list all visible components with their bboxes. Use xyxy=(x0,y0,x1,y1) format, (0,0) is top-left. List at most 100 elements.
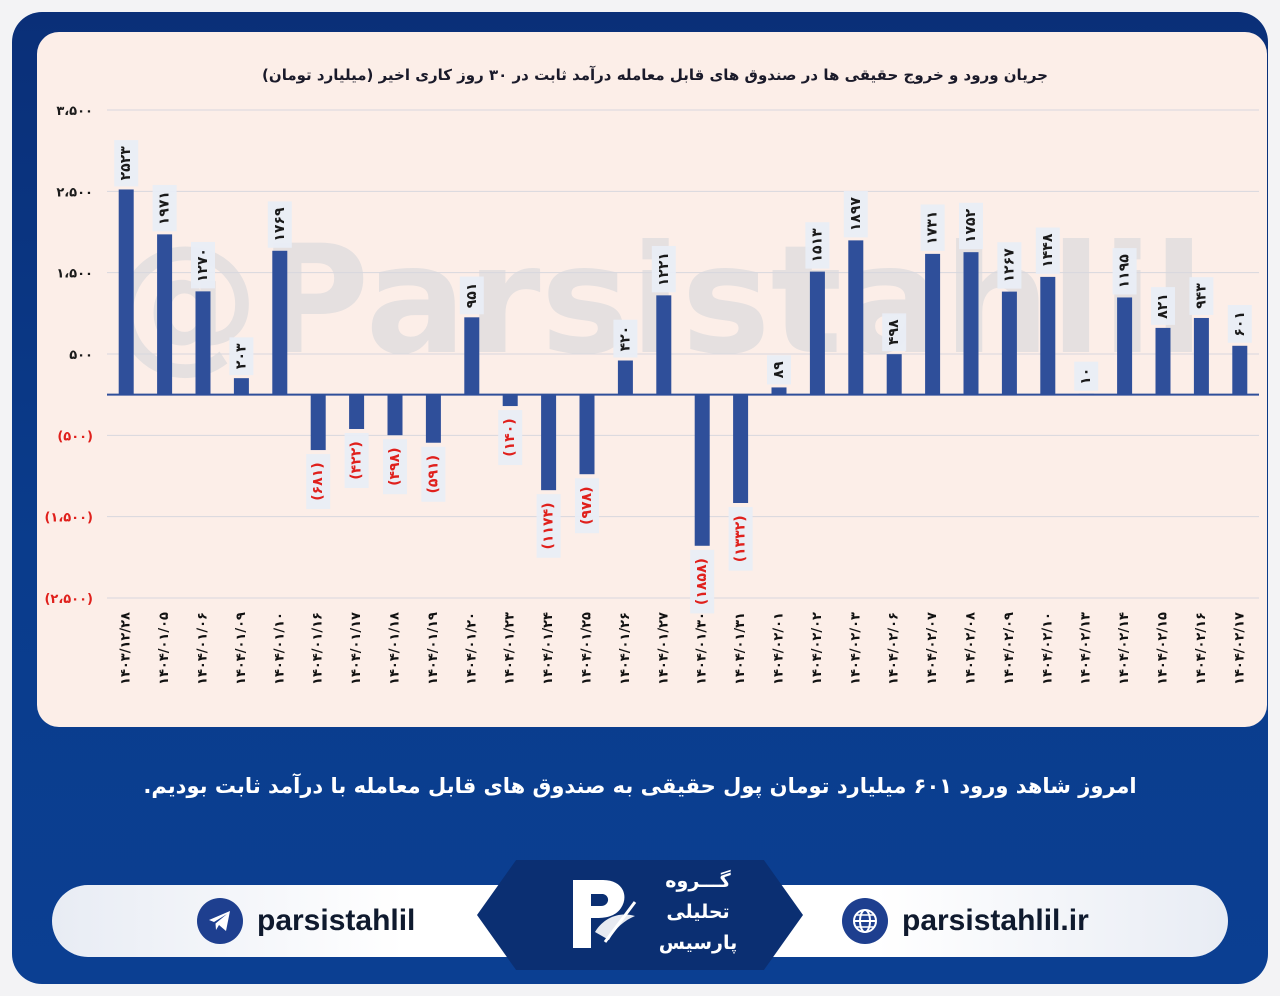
data-label: ۱۱۹۵ xyxy=(1112,248,1137,295)
data-label-box xyxy=(498,410,523,466)
caption-text: امروز شاهد ورود ۶۰۱ میلیارد تومان پول حق… xyxy=(143,774,1137,798)
y-tick-label: (۱،۵۰۰) xyxy=(44,511,93,526)
data-label-text: ۱۲۲۱ xyxy=(656,252,672,286)
data-label-text: ۱۵۱۳ xyxy=(809,228,825,263)
data-label-box xyxy=(191,241,215,289)
data-label-text: (۴۹۸) xyxy=(387,447,403,485)
telegram-link[interactable]: parsistahlil xyxy=(197,897,415,945)
data-label: (۱۴۰) xyxy=(498,410,523,466)
bar xyxy=(1040,276,1056,395)
x-tick-label: ۱۴۰۴/۰۱/۳۰ xyxy=(695,612,710,685)
x-tick-label: ۱۴۰۴/۰۲/۰۷ xyxy=(925,612,940,685)
bar xyxy=(425,394,441,443)
bar xyxy=(656,295,672,395)
bar xyxy=(387,394,403,436)
data-label-text: (۹۷۸) xyxy=(579,486,595,524)
data-label: (۹۷۸) xyxy=(575,478,599,534)
x-tick-label: ۱۴۰۴/۰۱/۱۹ xyxy=(426,612,441,685)
bar xyxy=(1001,291,1017,395)
data-label: ۱۲۷۰ xyxy=(191,241,215,289)
data-label-text: ۱۰ xyxy=(1078,368,1094,385)
x-tick-label: ۱۴۰۴/۰۱/۱۷ xyxy=(349,612,364,685)
bar xyxy=(233,378,249,395)
x-tick-label: ۱۴۰۴/۰۱/۲۰ xyxy=(464,612,479,685)
data-label-box xyxy=(1151,287,1175,325)
data-label-box xyxy=(920,204,945,251)
data-label-text: (۱۸۵۸) xyxy=(694,558,710,605)
bar xyxy=(157,234,173,395)
telegram-handle: parsistahlil xyxy=(257,904,416,937)
data-label-text: ۴۹۸ xyxy=(886,319,902,345)
telegram-icon xyxy=(197,898,243,944)
bar xyxy=(1155,327,1171,395)
bar xyxy=(1117,297,1133,395)
data-label: ۴۹۸ xyxy=(882,313,907,352)
data-label-box xyxy=(690,549,715,614)
x-tick-label: ۱۴۰۴/۰۱/۱۸ xyxy=(388,612,403,685)
bar xyxy=(118,189,134,395)
data-label-text: ۱۹۷۱ xyxy=(157,191,173,225)
y-tick-label: ۱،۵۰۰ xyxy=(56,267,93,282)
bar xyxy=(694,394,710,546)
data-label-text: ۱۷۳۱ xyxy=(925,211,941,245)
globe-icon xyxy=(842,898,888,944)
x-tick-label: ۱۴۰۴/۰۱/۲۶ xyxy=(618,612,633,685)
data-label: ۲۵۲۳ xyxy=(114,140,139,187)
x-tick-label: ۱۴۰۴/۰۲/۰۸ xyxy=(964,612,979,685)
chart-title: جریان ورود و خروج حقیقی ها در صندوق های … xyxy=(262,66,1048,84)
data-label: (۱۱۷۴) xyxy=(536,494,561,558)
data-label-text: ۹۴۳ xyxy=(1193,283,1209,309)
bar xyxy=(464,317,480,395)
data-label-box xyxy=(997,242,1022,289)
data-label-text: ۲۰۳ xyxy=(233,343,249,369)
bar xyxy=(617,360,633,395)
data-label-box xyxy=(306,454,331,510)
data-label-text: ۱۷۶۹ xyxy=(272,207,288,242)
data-label: ۱۴۴۸ xyxy=(1035,227,1060,274)
data-label-text: ۸۹ xyxy=(771,361,787,379)
data-label-text: ۱۲۶۷ xyxy=(1001,248,1017,283)
bar xyxy=(1232,345,1248,395)
data-label-box xyxy=(383,439,407,495)
data-label-text: (۴۲۲) xyxy=(349,441,365,479)
data-label: ۹۴۳ xyxy=(1189,277,1214,315)
data-label: ۱۷۶۹ xyxy=(267,201,292,248)
data-label-text: ۱۱۹۵ xyxy=(1117,254,1133,289)
y-tick-label: (۲،۵۰۰) xyxy=(44,592,93,607)
data-label-box xyxy=(882,313,907,352)
data-label-text: (۱۱۷۴) xyxy=(541,502,557,549)
bar xyxy=(349,394,365,429)
data-label-text: ۹۵۱ xyxy=(464,283,480,309)
bar xyxy=(310,394,326,451)
data-label: ۱۲۶۷ xyxy=(997,242,1022,289)
x-tick-label: ۱۴۰۴/۰۲/۱۴ xyxy=(1117,612,1132,685)
website-link[interactable]: parsistahlil.ir xyxy=(842,897,1089,945)
bar xyxy=(272,250,288,395)
x-tick-label: ۱۴۰۴/۰۱/۰۹ xyxy=(234,612,249,685)
data-label-text: (۱۴۰) xyxy=(502,418,518,456)
x-tick-label: ۱۴۰۴/۰۲/۱۰ xyxy=(1040,612,1055,685)
data-label-box xyxy=(1035,227,1060,274)
bar xyxy=(771,387,787,395)
bar xyxy=(195,291,211,395)
data-label-box xyxy=(805,222,830,269)
data-label-box xyxy=(421,446,446,502)
data-label: ۱۸۹۷ xyxy=(843,190,868,238)
website-url: parsistahlil.ir xyxy=(902,904,1089,937)
bar xyxy=(848,240,864,395)
data-label: ۹۵۱ xyxy=(459,276,484,315)
data-label-box xyxy=(344,432,369,488)
data-label: (۴۹۸) xyxy=(383,439,407,495)
data-label: (۵۹۱) xyxy=(421,446,446,502)
data-label: ۲۰۳ xyxy=(229,337,254,376)
bar xyxy=(886,354,902,395)
logo-line-2: تحلیلی xyxy=(666,901,730,923)
bar-chart: @Parsistahlil ۲۵۲۳۱۹۷۱۱۲۷۰۲۰۳۱۷۶۹(۶۸۱)(۴… xyxy=(44,66,1259,685)
data-label-text: ۱۴۴۸ xyxy=(1040,233,1056,268)
bar xyxy=(1078,393,1094,396)
x-tick-label: ۱۴۰۴/۰۲/۱۷ xyxy=(1232,612,1247,685)
bar xyxy=(963,252,979,395)
bar xyxy=(541,394,557,491)
data-label-box xyxy=(651,245,676,293)
x-tick-label: ۱۴۰۴/۰۲/۰۲ xyxy=(810,612,825,685)
